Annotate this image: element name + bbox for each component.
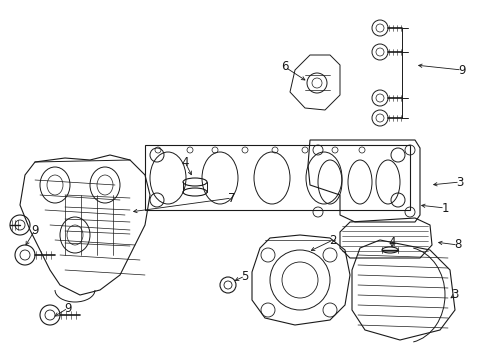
Text: 6: 6 — [281, 60, 288, 73]
Text: 1: 1 — [440, 202, 448, 215]
Text: 3: 3 — [455, 175, 463, 189]
Text: 9: 9 — [64, 302, 72, 315]
Text: 9: 9 — [31, 224, 39, 237]
Text: 4: 4 — [181, 156, 188, 168]
Text: 8: 8 — [453, 238, 461, 252]
Text: 5: 5 — [241, 270, 248, 283]
Text: 9: 9 — [457, 63, 465, 77]
Text: 3: 3 — [450, 288, 458, 302]
Text: 2: 2 — [328, 234, 336, 247]
Text: 4: 4 — [387, 237, 395, 249]
Text: 7: 7 — [228, 192, 235, 204]
